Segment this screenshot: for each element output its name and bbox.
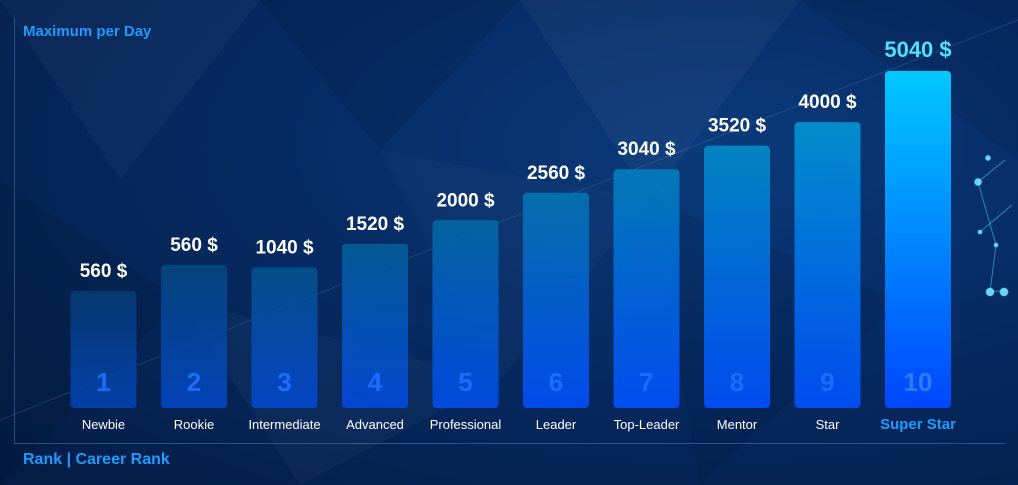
value-label: 1040 $	[255, 237, 314, 258]
value-label: 3040 $	[617, 139, 676, 160]
value-label: 2000 $	[436, 190, 495, 211]
rank-number: 7	[639, 367, 653, 397]
category-label: Star	[816, 417, 841, 432]
bar-leader	[523, 192, 589, 408]
value-label: 560 $	[170, 235, 218, 256]
value-label: 560 $	[80, 261, 128, 282]
category-label: Leader	[536, 417, 577, 432]
chart-frame	[14, 18, 1005, 444]
bar-super-star	[885, 71, 951, 408]
rank-number: 9	[820, 367, 834, 397]
category-label: Mentor	[717, 417, 758, 432]
bar-rookie	[161, 265, 227, 408]
value-label: 5040 $	[884, 37, 951, 62]
rank-number: 4	[368, 367, 383, 397]
rank-number: 5	[458, 367, 472, 397]
rank-number: 6	[549, 367, 563, 397]
bar-professional	[432, 220, 499, 408]
chart-title: Maximum per Day	[23, 23, 152, 40]
rank-number: 2	[187, 367, 201, 397]
bar-top-leader	[613, 169, 680, 408]
value-label: 2560 $	[527, 163, 586, 184]
bar-mentor	[704, 145, 770, 408]
category-label: Professional	[430, 417, 502, 432]
bar-intermediate	[251, 267, 318, 408]
category-label: Intermediate	[248, 417, 320, 432]
bar-advanced	[342, 243, 408, 408]
value-label: 4000 $	[798, 92, 857, 113]
category-label: Rookie	[174, 417, 214, 432]
x-axis-title: Rank | Career Rank	[23, 451, 170, 468]
rank-number: 8	[730, 367, 744, 397]
category-label: Top-Leader	[614, 417, 680, 432]
bar-star	[794, 122, 861, 409]
category-label: Newbie	[82, 417, 125, 432]
bar-newbie	[70, 291, 137, 408]
network-decoration	[974, 155, 1013, 297]
rank-number: 1	[96, 367, 110, 397]
rank-number: 3	[277, 367, 291, 397]
category-label: Super Star	[880, 416, 956, 433]
value-label: 3520 $	[708, 116, 767, 137]
category-label: Advanced	[346, 417, 404, 432]
value-label: 1520 $	[346, 214, 405, 235]
rank-number: 10	[904, 367, 933, 397]
